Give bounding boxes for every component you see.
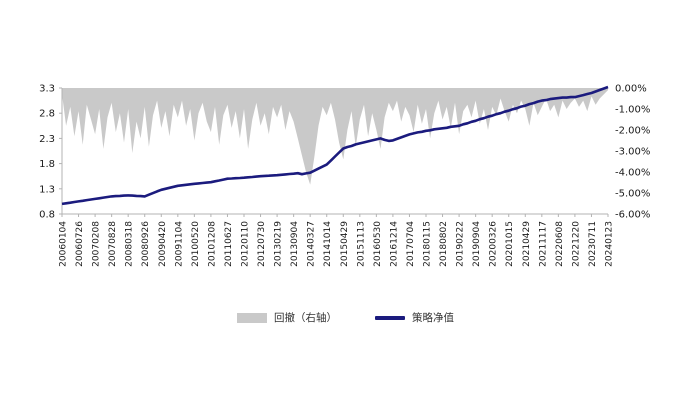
legend-label-drawdown: 回撤（右轴） [274,312,337,324]
svg-text:20220608: 20220608 [555,221,565,267]
svg-text:-3.00%: -3.00% [615,147,650,158]
svg-text:20120730: 20120730 [257,221,267,267]
svg-text:20210429: 20210429 [522,221,532,267]
svg-text:0.00%: 0.00% [615,84,647,95]
svg-text:20130219: 20130219 [274,221,284,267]
svg-text:20160530: 20160530 [373,221,383,267]
svg-text:20170704: 20170704 [406,221,416,267]
svg-text:20080318: 20080318 [125,221,135,267]
svg-text:20070208: 20070208 [92,221,102,267]
svg-text:20151113: 20151113 [356,221,366,267]
legend-item-drawdown: 回撤（右轴） [237,310,337,325]
drawdown-area [62,88,608,185]
svg-text:-2.00%: -2.00% [615,126,650,137]
svg-text:20221220: 20221220 [571,221,581,267]
svg-text:-6.00%: -6.00% [615,210,650,221]
svg-text:20180115: 20180115 [423,221,433,267]
svg-text:1.8: 1.8 [39,159,55,170]
svg-text:20070828: 20070828 [108,221,118,267]
svg-text:20110627: 20110627 [224,221,234,267]
svg-text:20080926: 20080926 [141,221,151,267]
legend: 回撤（右轴） 策略净值 [0,310,691,325]
svg-text:20140327: 20140327 [307,221,317,267]
x-axis-ticks: 20060104 20060726 20070208 20070828 20080318… [59,214,615,267]
svg-text:20060726: 20060726 [75,221,85,267]
svg-text:2.3: 2.3 [39,134,55,145]
svg-text:20200326: 20200326 [489,221,499,267]
svg-text:20130904: 20130904 [290,221,300,267]
svg-text:-1.00%: -1.00% [615,105,650,116]
svg-text:20141014: 20141014 [323,221,333,267]
left-axis-ticks: 0.8 1.3 1.8 2.3 2.8 3.3 [39,84,62,221]
svg-text:-4.00%: -4.00% [615,168,650,179]
svg-text:20101208: 20101208 [207,221,217,267]
nav-line [61,85,609,206]
svg-text:20201015: 20201015 [505,221,515,267]
svg-text:20150429: 20150429 [340,221,350,267]
svg-text:20240123: 20240123 [605,221,615,267]
svg-text:20190222: 20190222 [456,221,466,267]
axes [61,88,608,215]
svg-text:20060104: 20060104 [59,221,69,267]
legend-item-nav: 策略净值 [375,310,454,325]
svg-text:20180802: 20180802 [439,221,449,267]
svg-text:1.3: 1.3 [39,184,55,195]
svg-text:20090420: 20090420 [158,221,168,267]
drawdown-swatch-icon [237,312,267,323]
svg-text:2.8: 2.8 [39,109,55,120]
right-axis-ticks: 0.00% -1.00% -2.00% -3.00% -4.00% -5.00% -6.00… [615,84,650,221]
svg-text:20120110: 20120110 [241,221,251,267]
legend-label-nav: 策略净值 [412,312,454,324]
svg-text:20230711: 20230711 [588,221,598,267]
svg-text:20190904: 20190904 [472,221,482,267]
svg-text:3.3: 3.3 [39,84,55,95]
nav-line-swatch-icon [375,315,405,320]
svg-text:20100520: 20100520 [191,221,201,267]
svg-text:20211117: 20211117 [538,221,548,267]
svg-text:20161214: 20161214 [389,221,399,267]
svg-text:-5.00%: -5.00% [615,189,650,200]
svg-text:20091104: 20091104 [174,221,184,267]
svg-text:0.8: 0.8 [39,210,55,221]
